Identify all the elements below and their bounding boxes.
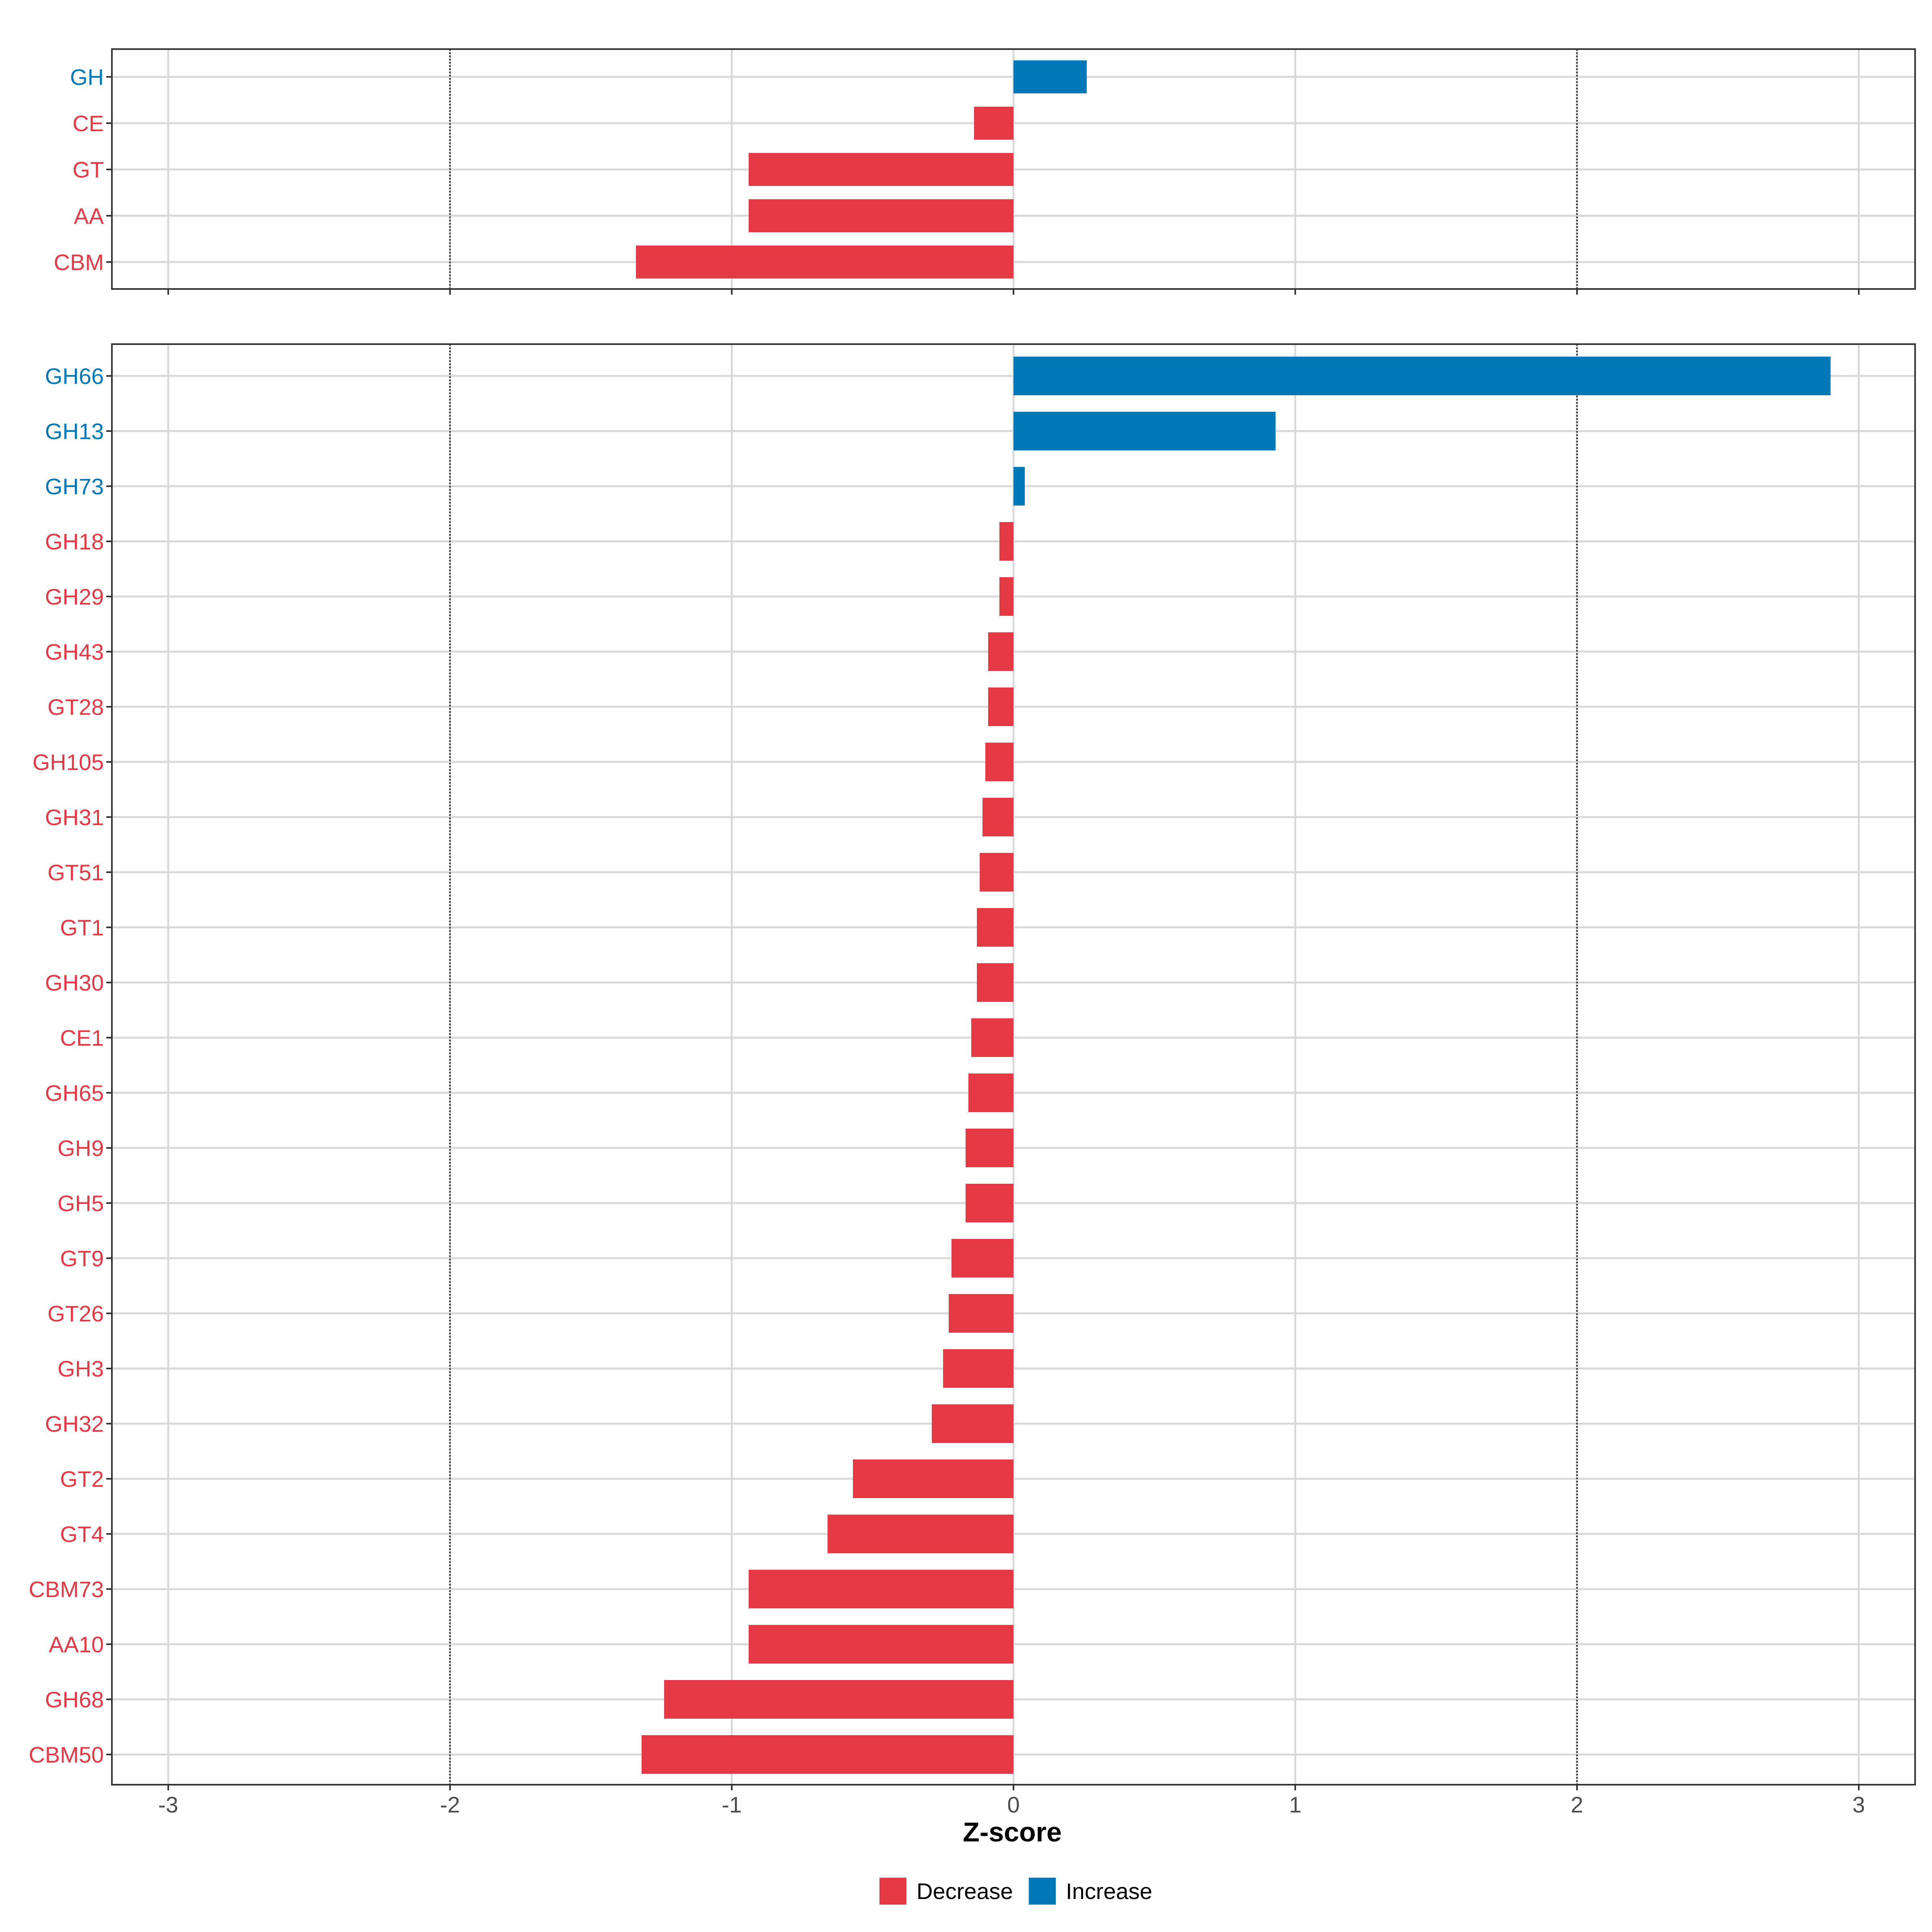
bar-bottom-aa10 <box>749 1625 1013 1664</box>
legend-swatch-increase <box>1029 1878 1056 1905</box>
category-label-gt4: GT4 <box>60 1521 104 1547</box>
bar-bottom-cbm50 <box>642 1735 1013 1774</box>
bar-bottom-gt9 <box>952 1239 1013 1278</box>
legend-label-increase: Increase <box>1066 1878 1152 1904</box>
x-tick-label: 1 <box>1289 1792 1301 1817</box>
legend: Decrease Increase <box>879 1878 1152 1905</box>
category-label-cbm50: CBM50 <box>29 1742 104 1767</box>
bar-bottom-gh31 <box>983 798 1013 836</box>
panel-bottom: GH66 GH13 GH73 GH18 GH29 GH43 GT28 GH105 GH31 GT5… <box>29 343 1916 1790</box>
bar-bottom-gt26 <box>949 1294 1013 1333</box>
panel-top: GH CE GT AA CBM <box>54 48 1916 295</box>
category-label-gh31: GH31 <box>45 805 104 830</box>
bar-bottom-gh43 <box>988 632 1013 671</box>
bar-bottom-gt28 <box>988 687 1013 726</box>
bar-top-gh <box>1013 60 1087 93</box>
category-label-gt9: GT9 <box>60 1246 104 1271</box>
legend-swatch-decrease <box>879 1878 906 1905</box>
category-label-gh73: GH73 <box>45 474 104 499</box>
category-label-gh65: GH65 <box>45 1080 104 1106</box>
x-tick-label: -2 <box>440 1792 460 1817</box>
x-tick-label: 2 <box>1571 1792 1583 1817</box>
bar-bottom-gh66 <box>1013 357 1831 395</box>
category-label-aa: AA <box>74 203 104 229</box>
bar-top-ce <box>974 107 1013 140</box>
category-label-ce: CE <box>72 111 104 136</box>
category-label-gh32: GH32 <box>45 1411 104 1437</box>
x-axis-title: Z-score <box>963 1817 1062 1847</box>
category-label-gt51: GT51 <box>47 860 104 885</box>
category-label-gh105: GH105 <box>33 749 104 775</box>
bar-bottom-gh29 <box>999 577 1013 616</box>
category-label-gh66: GH66 <box>45 363 104 389</box>
category-label-gh13: GH13 <box>45 419 104 444</box>
x-tick-label: 0 <box>1007 1792 1020 1817</box>
x-tick-label: -3 <box>158 1792 178 1817</box>
category-label-ce1: CE1 <box>60 1025 104 1051</box>
category-label-gh3: GH3 <box>58 1356 104 1381</box>
category-label-gt: GT <box>72 157 104 182</box>
category-label-gt26: GT26 <box>47 1301 104 1326</box>
bar-bottom-gh3 <box>943 1349 1013 1388</box>
category-label-gt28: GT28 <box>47 694 104 720</box>
bar-bottom-gt4 <box>828 1515 1013 1553</box>
bar-bottom-gh9 <box>966 1129 1013 1167</box>
category-label-cbm73: CBM73 <box>29 1577 104 1602</box>
bar-top-aa <box>749 199 1013 232</box>
x-tick-label: 3 <box>1852 1792 1865 1817</box>
bar-bottom-gh65 <box>968 1073 1013 1112</box>
category-label-gh18: GH18 <box>45 529 104 554</box>
category-label-gh9: GH9 <box>58 1135 104 1161</box>
category-label-gt2: GT2 <box>60 1466 104 1492</box>
legend-label-decrease: Decrease <box>916 1878 1013 1904</box>
bar-bottom-cbm73 <box>749 1570 1013 1608</box>
category-label-gh29: GH29 <box>45 584 104 609</box>
category-label-gh43: GH43 <box>45 639 104 665</box>
bar-bottom-gt51 <box>980 853 1013 892</box>
category-label-gh5: GH5 <box>58 1191 104 1216</box>
bar-bottom-gh13 <box>1013 412 1276 450</box>
bar-bottom-ce1 <box>971 1018 1013 1057</box>
bar-top-cbm <box>636 246 1013 279</box>
category-label-gh68: GH68 <box>45 1687 104 1712</box>
bar-bottom-gh105 <box>985 743 1013 781</box>
category-label-gh: GH <box>70 64 104 90</box>
category-label-gh30: GH30 <box>45 970 104 995</box>
category-label-cbm: CBM <box>54 250 104 275</box>
category-label-aa10: AA10 <box>49 1632 104 1657</box>
bar-bottom-gh73 <box>1013 467 1025 506</box>
category-label-gt1: GT1 <box>60 915 104 940</box>
bar-bottom-gh32 <box>932 1404 1013 1443</box>
bar-bottom-gh30 <box>977 963 1013 1002</box>
bar-bottom-gh5 <box>966 1184 1013 1222</box>
bar-top-gt <box>749 153 1013 186</box>
bar-bottom-gt1 <box>977 908 1013 947</box>
x-tick-label: -1 <box>722 1792 742 1817</box>
bar-bottom-gh68 <box>664 1680 1013 1719</box>
bar-bottom-gh18 <box>999 522 1013 561</box>
x-axis: -3 -2 -1 0 1 2 3 <box>158 1792 1865 1817</box>
bar-bottom-gt2 <box>853 1459 1013 1498</box>
